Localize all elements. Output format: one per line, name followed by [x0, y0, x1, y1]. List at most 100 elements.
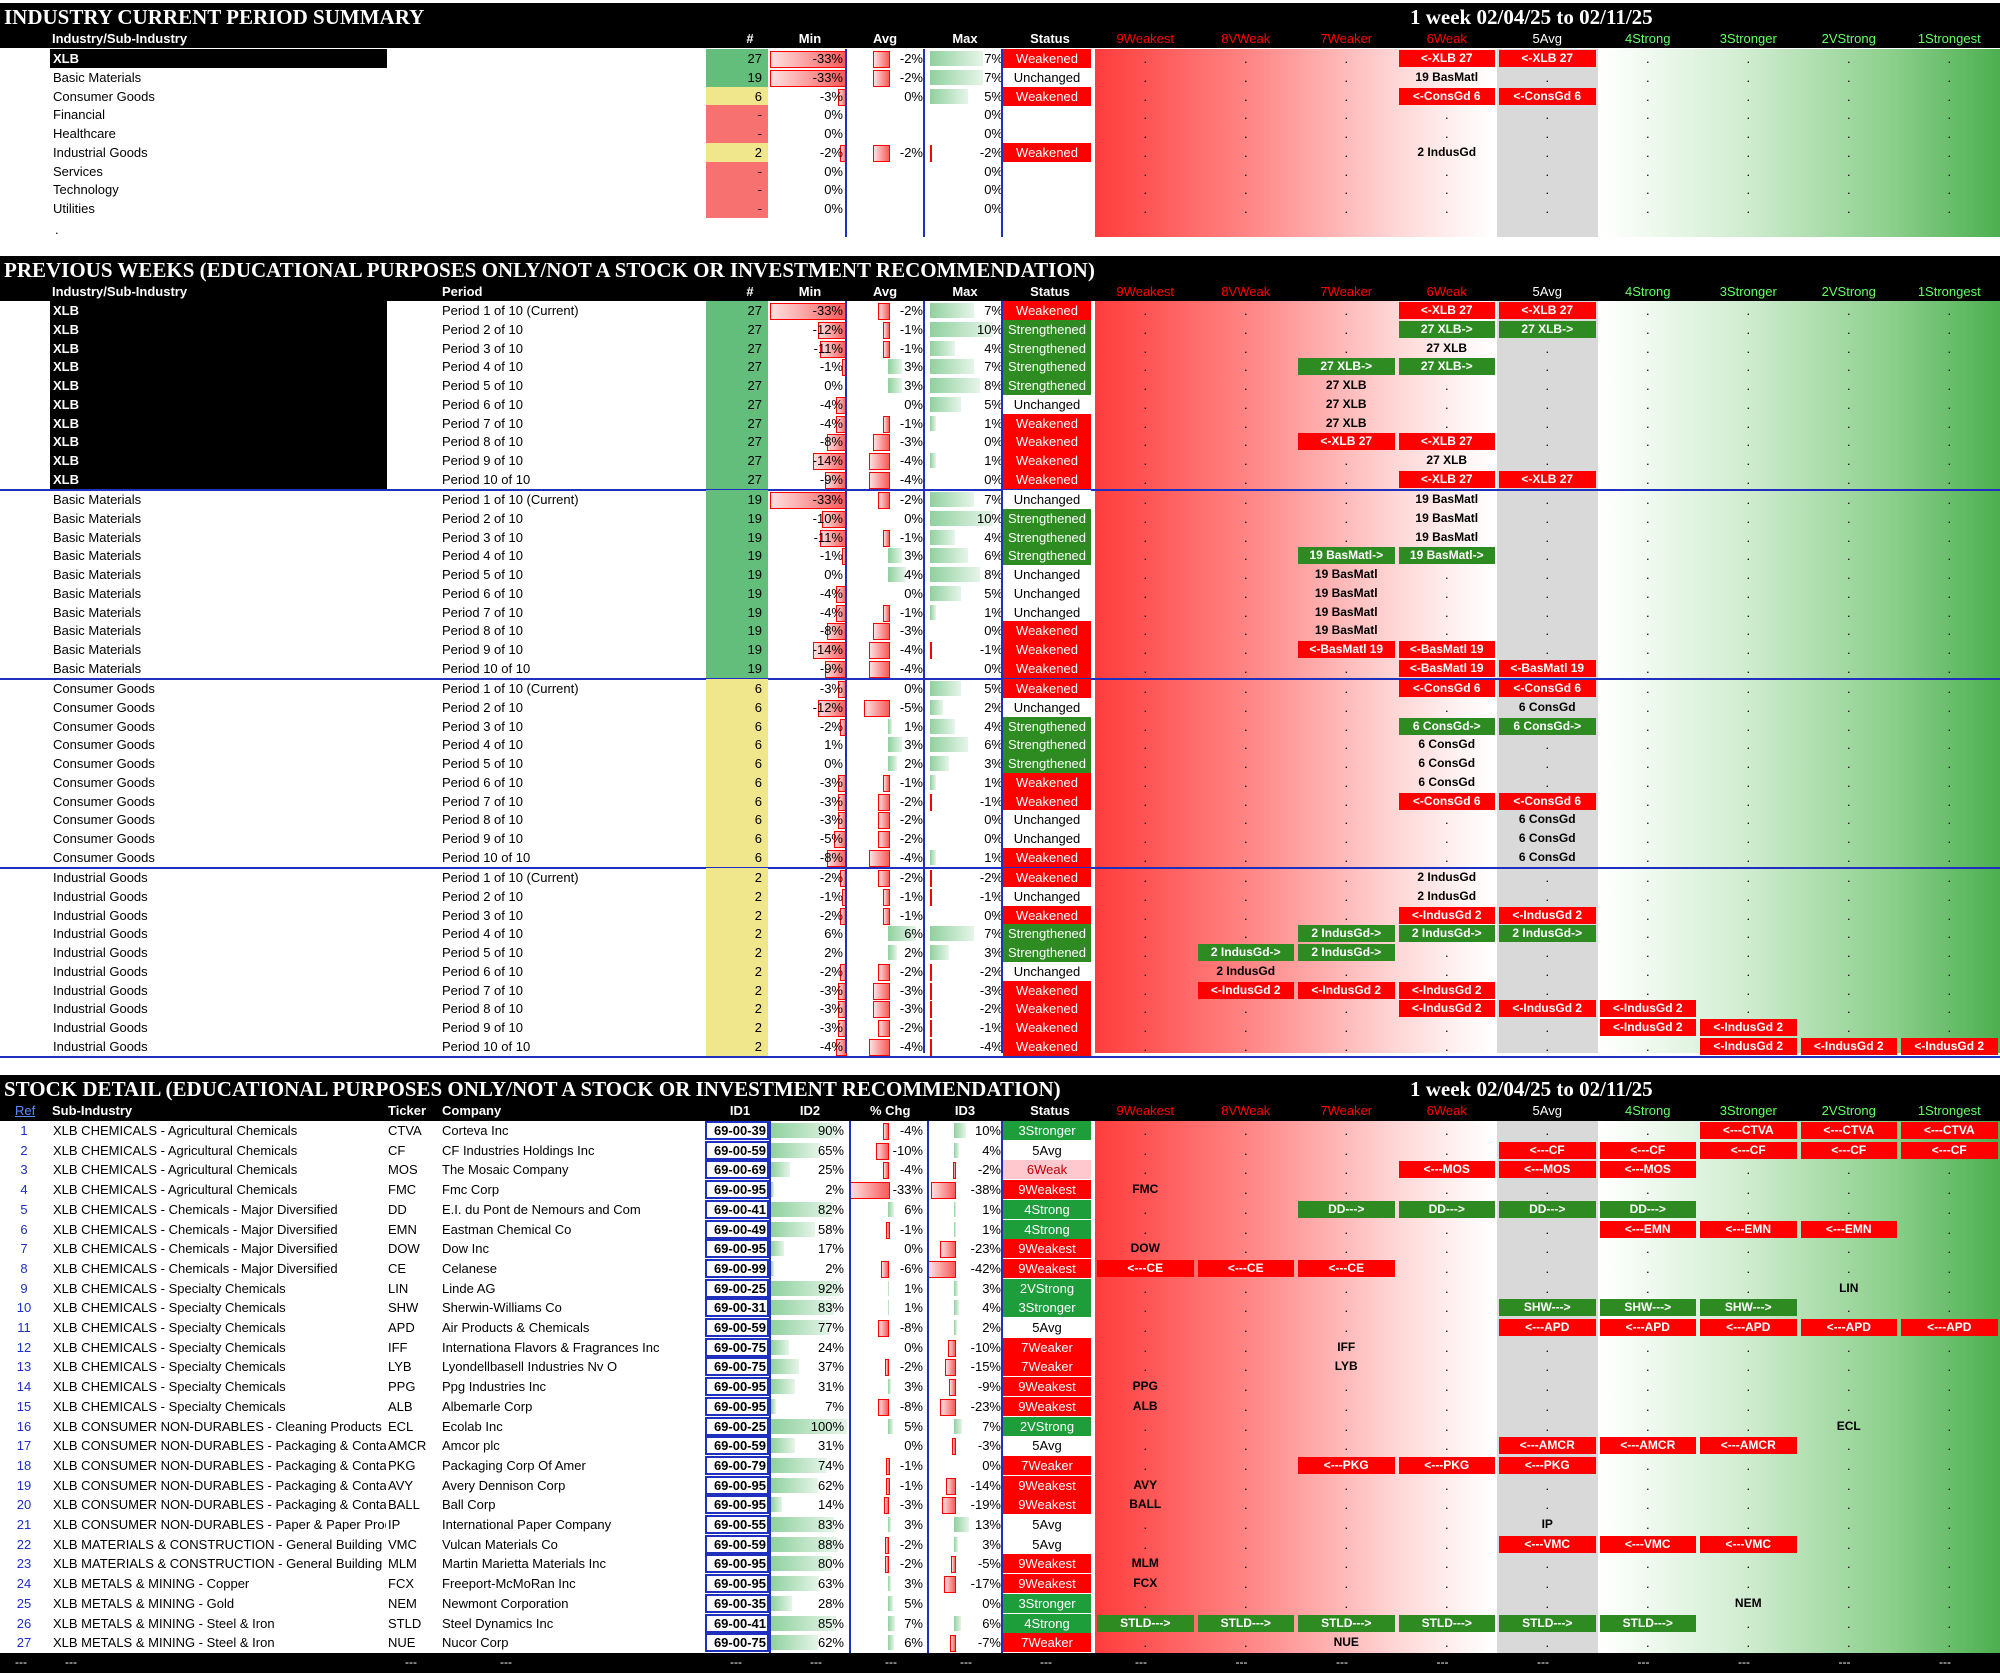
scale-dot: . — [1947, 1260, 1952, 1276]
value-bar — [878, 793, 890, 811]
max-value: -1% — [979, 793, 1003, 809]
period-row: Basic Materials Period 5 of 10 19 0% 4% 8% Unc… — [0, 565, 2000, 584]
scale-dot: . — [1444, 415, 1449, 431]
id1-value: 69-00-75 — [713, 1635, 766, 1651]
strength-marker: FMC — [1132, 1182, 1159, 1197]
summary-row: Industrial Goods 2 -2% -2% -2% Weakened 2 Indu… — [0, 142, 2000, 162]
value-bar — [872, 144, 890, 162]
scale-dot: . — [1746, 1379, 1751, 1395]
id2-value: 31% — [817, 1438, 844, 1454]
strength-marker: <---AMCR — [1499, 1437, 1596, 1455]
value-bar — [954, 1221, 957, 1237]
scale-dot: . — [1545, 396, 1550, 412]
status-cell: 7Weaker — [1003, 1337, 1091, 1357]
min-value: -10% — [812, 510, 843, 526]
count-cell: 6 — [706, 847, 768, 867]
ref-number: 11 — [17, 1320, 31, 1335]
max-value: 0% — [984, 623, 1003, 639]
value-bar — [864, 699, 890, 717]
scale-dot: . — [1846, 492, 1851, 507]
scale-dot: . — [1746, 926, 1751, 942]
status-cell: Weakened — [1003, 451, 1091, 470]
status-text: 2VStrong — [1019, 1418, 1075, 1434]
scale-dot: . — [1645, 529, 1650, 545]
strength-marker: <---EMN — [1599, 1220, 1696, 1238]
scale-dot: . — [1746, 510, 1751, 526]
scale-dot: . — [1645, 774, 1650, 790]
scale-dot: . — [1143, 1123, 1148, 1138]
min-value: -2% — [819, 907, 843, 923]
value-bar — [771, 1418, 847, 1434]
company-name: Corteva Inc — [442, 1123, 509, 1138]
company-name: Martin Marietta Materials Inc — [442, 1556, 606, 1572]
scale-dot: . — [1344, 1280, 1349, 1296]
scale-dot: . — [1545, 529, 1550, 545]
status-cell: Weakened — [1003, 413, 1091, 433]
scale-dot: . — [1344, 1576, 1349, 1592]
max-value: 0% — [984, 831, 1003, 846]
count-text: 6 — [754, 88, 762, 104]
period-label: Period 8 of 10 — [442, 1001, 523, 1017]
scale-dot: . — [1846, 1556, 1851, 1572]
id3-value: -7% — [977, 1635, 1001, 1651]
min-value: -8% — [819, 434, 843, 450]
min-value: 0% — [824, 756, 843, 771]
count-text: 6 — [754, 831, 762, 846]
ticker: CTVA — [388, 1123, 422, 1138]
strength-marker: <---VMC — [1499, 1535, 1596, 1553]
id2-value: 24% — [817, 1339, 844, 1355]
id1-cell — [705, 1219, 769, 1239]
max-value: 0% — [984, 126, 1003, 141]
industry-name: Technology — [53, 182, 119, 198]
scale-dot: . — [1444, 1300, 1449, 1316]
ref-number: 1 — [20, 1123, 28, 1138]
id3-value: 0% — [982, 1457, 1001, 1473]
ref-number: 5 — [20, 1201, 28, 1217]
value-bar — [930, 963, 932, 981]
value-bar — [887, 1280, 889, 1296]
status-text: Unchanged — [1013, 585, 1081, 601]
period-label: Period 7 of 10 — [442, 604, 523, 620]
scale-dot: . — [1143, 737, 1148, 753]
change-value: -2% — [899, 1556, 923, 1572]
status-text: Strengthened — [1007, 737, 1087, 753]
value-bar — [930, 718, 955, 734]
count-text: 6 — [754, 756, 762, 771]
company-name: Steel Dynamics Inc — [442, 1615, 554, 1631]
change-value: -3% — [899, 1497, 923, 1513]
scale-dot: . — [1645, 888, 1650, 904]
ref-link[interactable]: Ref — [15, 1103, 36, 1118]
avg-value: 0% — [904, 88, 923, 104]
scale-dot: . — [1545, 1241, 1550, 1257]
scale-dot: . — [1143, 681, 1148, 696]
scale-dot: . — [1344, 1595, 1349, 1611]
scale-dot: . — [1243, 1595, 1248, 1611]
scale-dot: . — [1243, 378, 1248, 393]
id1-value: 69-00-95 — [713, 1398, 766, 1414]
name-highlight — [50, 469, 387, 489]
value-bar — [886, 1457, 890, 1475]
id1-cell — [705, 1416, 769, 1436]
period-label: Period 6 of 10 — [442, 963, 523, 979]
id2-value: 2% — [825, 1182, 844, 1198]
scale-dot: . — [1645, 359, 1650, 375]
count-cell: 19 — [706, 546, 768, 566]
ticker: AMCR — [388, 1438, 427, 1454]
max-value: 0% — [984, 182, 1003, 198]
min-value: -33% — [812, 51, 843, 66]
scale-dot: . — [1947, 1438, 1952, 1454]
count-text: 6 — [754, 812, 762, 828]
company-name: Ball Corp — [442, 1497, 496, 1513]
value-bar — [954, 1142, 959, 1158]
status-cell: Weakened — [1003, 1018, 1091, 1037]
value-bar — [868, 642, 890, 659]
status-cell: Strengthened — [1003, 716, 1091, 736]
id1-cell — [705, 1613, 769, 1633]
count-cell: 2 — [706, 142, 768, 162]
status-text: Weakened — [1016, 88, 1078, 104]
value-bar — [930, 982, 932, 1000]
status-text: Weakened — [1016, 849, 1078, 865]
name-highlight — [50, 413, 387, 433]
scale-dot: . — [1645, 1339, 1650, 1355]
